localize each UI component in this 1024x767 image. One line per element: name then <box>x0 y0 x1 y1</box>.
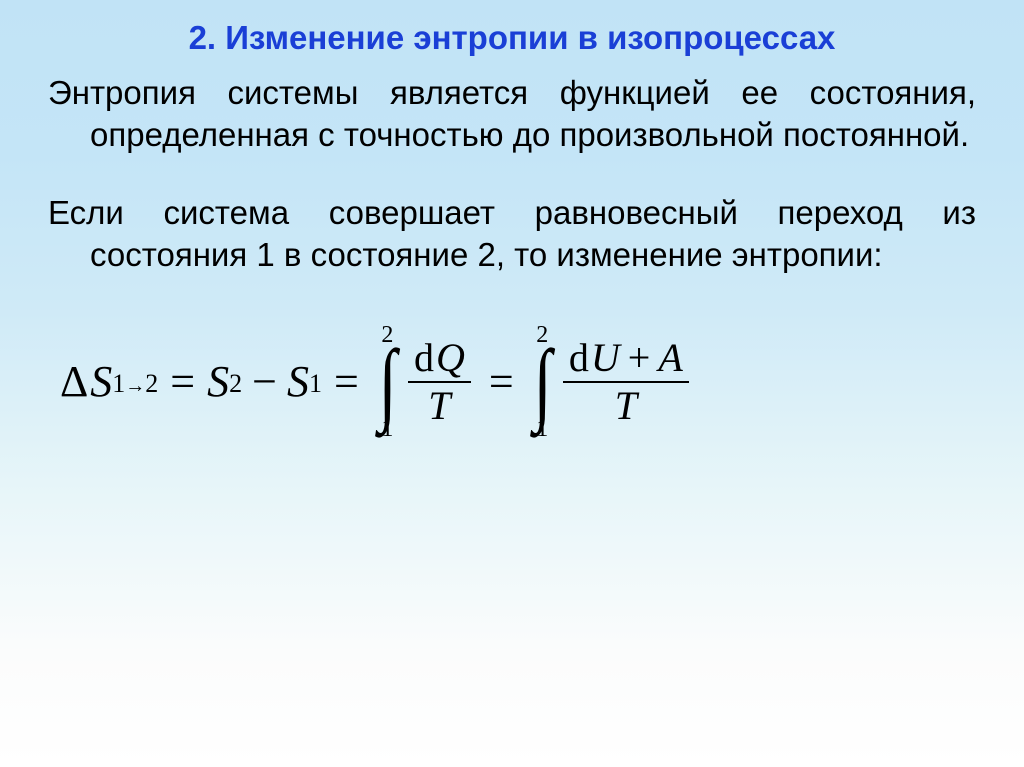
S2-sub: 2 <box>229 369 242 399</box>
int2-num: dU+A <box>563 337 689 379</box>
formula-area: ΔS1→2 = S2 − S1 = 2 ∫ 1 dQ T = 2 ∫ 1 <box>48 323 976 441</box>
S1: S <box>287 356 309 407</box>
lhs-sub: 1→2 <box>112 369 158 399</box>
int2-frac: dU+A T <box>563 337 689 427</box>
integral-1: 2 ∫ 1 dQ T <box>375 323 473 441</box>
paragraph-2: Если система совершает равновесный перех… <box>48 192 976 276</box>
int1-den: T <box>422 385 456 427</box>
int1-num: dQ <box>408 337 471 379</box>
int2-symbol: ∫ <box>533 349 551 415</box>
slide-title: 2. Изменение энтропии в изопроцессах <box>48 18 976 58</box>
int1-frac: dQ T <box>408 337 471 427</box>
S2: S <box>207 356 229 407</box>
integral-1-sign: 2 ∫ 1 <box>375 323 400 441</box>
lhs-delta: Δ <box>60 356 88 407</box>
integral-2-sign: 2 ∫ 1 <box>530 323 555 441</box>
int2-den: T <box>609 385 643 427</box>
int1-symbol: ∫ <box>378 349 396 415</box>
eq1: = <box>170 356 195 407</box>
lhs-S: S <box>90 356 112 407</box>
integral-2: 2 ∫ 1 dU+A T <box>530 323 691 441</box>
paragraph-1: Энтропия системы является функцией ее со… <box>48 72 976 156</box>
minus: − <box>252 356 277 407</box>
eq2: = <box>334 356 359 407</box>
entropy-formula: ΔS1→2 = S2 − S1 = 2 ∫ 1 dQ T = 2 ∫ 1 <box>60 323 976 441</box>
S1-sub: 1 <box>309 369 322 399</box>
eq3: = <box>489 356 514 407</box>
